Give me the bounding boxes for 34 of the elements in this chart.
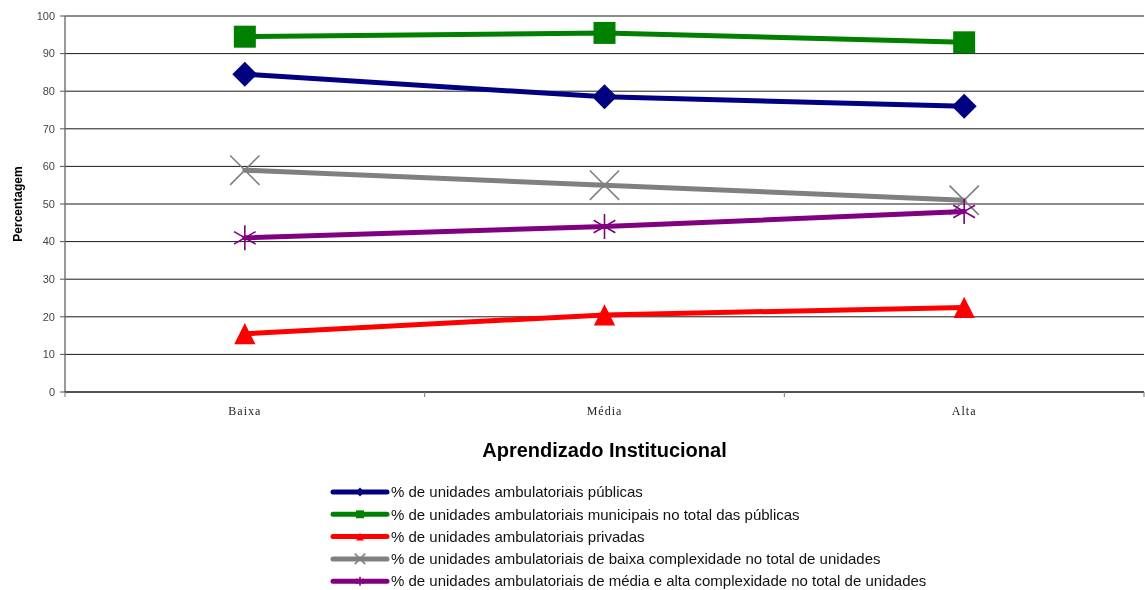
y-tick-label: 10 — [42, 348, 55, 361]
x-tick-label: Baixa — [228, 404, 262, 418]
y-tick-label: 80 — [42, 85, 55, 98]
point — [593, 21, 616, 44]
point — [232, 61, 258, 87]
y-tick-label: 40 — [42, 235, 55, 248]
point — [233, 225, 257, 251]
y-axis-title: Percentagem — [11, 166, 25, 242]
y-tick-label: 60 — [42, 160, 55, 173]
y-tick-label: 70 — [42, 122, 55, 135]
y-tick-label: 90 — [42, 47, 55, 60]
legend-label: % de unidades ambulatoriais públicas — [391, 483, 643, 501]
point — [233, 25, 256, 48]
legend-label: % de unidades ambulatoriais de baixa complexidade no total de unidades — [391, 550, 881, 568]
point — [953, 31, 976, 54]
y-tick-label: 20 — [42, 310, 55, 323]
point — [592, 84, 617, 110]
y-tick-label: 0 — [48, 385, 55, 398]
y-tick-label: 50 — [42, 197, 55, 210]
point — [953, 296, 975, 319]
x-axis-title: Aprendizado Institucional — [482, 439, 727, 461]
point — [589, 169, 620, 201]
point — [229, 154, 261, 186]
x-tick-label: Média — [586, 404, 623, 418]
y-tick-label: 100 — [36, 9, 55, 22]
point — [593, 304, 616, 326]
point — [951, 93, 977, 119]
legend-label: % de unidades ambulatoriais de média e alta complexidade no total de unidades — [391, 572, 927, 590]
legend-label: % de unidades ambulatoriais municipais no total das públicas — [391, 505, 800, 523]
y-tick-label: 30 — [42, 273, 55, 286]
point — [952, 199, 976, 225]
legend-label: % de unidades ambulatoriais privadas — [391, 527, 645, 545]
point — [234, 323, 256, 345]
x-tick-label: Alta — [951, 404, 977, 418]
